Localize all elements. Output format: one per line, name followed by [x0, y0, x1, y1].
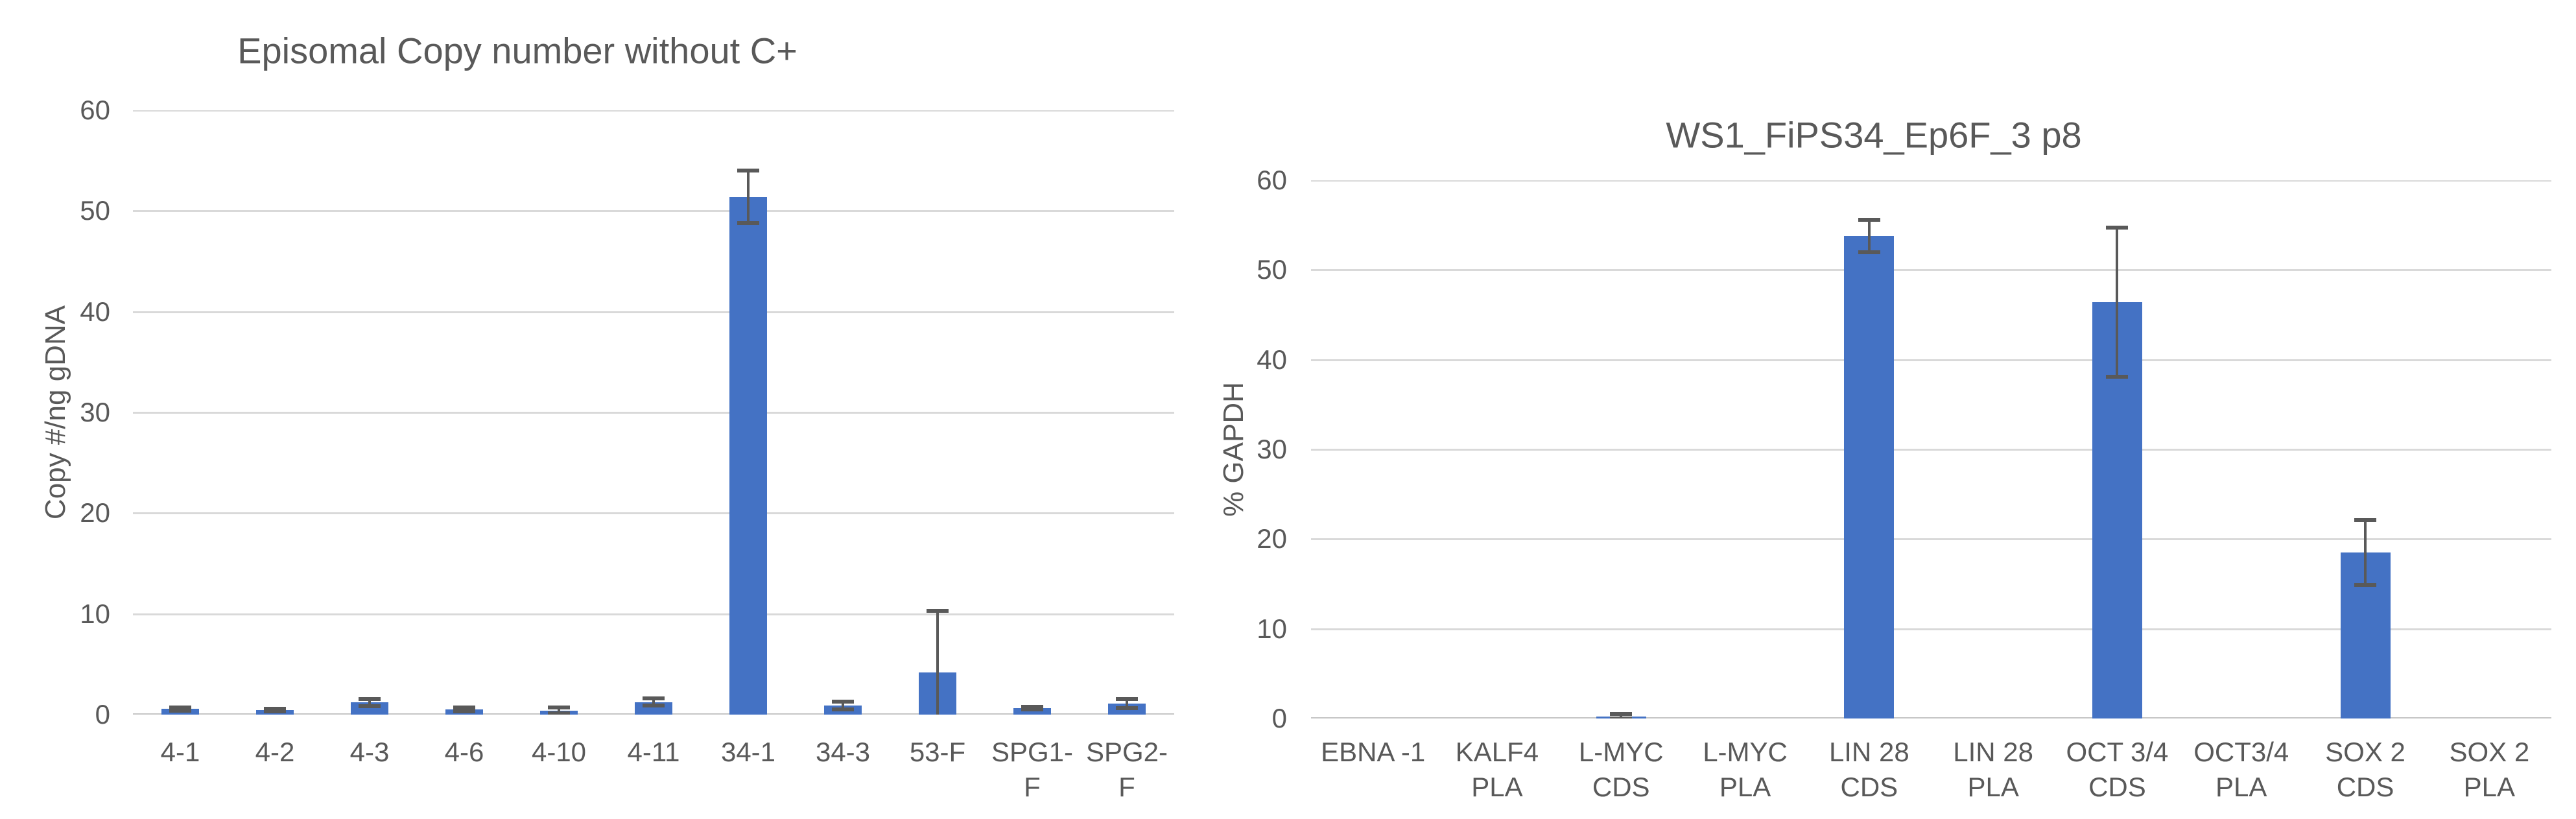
error-bar-line [1867, 219, 1871, 252]
gridline [1311, 359, 2551, 361]
x-category-label: SPG2-F [1085, 737, 1168, 802]
error-bar-cap [453, 706, 475, 710]
error-bar-line [747, 171, 750, 223]
error-bar-cap [737, 220, 759, 225]
error-bar-line [1126, 698, 1128, 708]
x-category-label: 4-1 [160, 737, 200, 767]
error-bar-cap [548, 706, 570, 710]
y-tick-label: 50 [1257, 254, 1287, 285]
error-bar-line [2364, 520, 2367, 585]
error-bar-cap [643, 696, 665, 701]
error-bar-cap [927, 609, 949, 613]
x-category-label: 34-1 [720, 737, 776, 767]
y-tick-label: 30 [1257, 434, 1287, 464]
error-bar-cap [832, 699, 854, 704]
x-category-label: OCT 3/4 CDS [2066, 737, 2169, 802]
y-tick-label: 20 [1257, 523, 1287, 554]
x-category-label: 4-10 [531, 737, 587, 767]
error-bar-cap [169, 708, 191, 713]
error-bar-cap [1021, 705, 1043, 709]
error-bar-cap [264, 707, 286, 711]
x-category-label: 4-3 [349, 737, 390, 767]
x-category-label: L-MYC PLA [1703, 737, 1788, 802]
x-category-label: SOX 2 PLA [2449, 737, 2530, 802]
y-tick-label: 60 [1257, 165, 1287, 195]
gridline [1311, 269, 2551, 272]
error-bar-line [558, 707, 560, 714]
y-tick-label: 20 [80, 497, 110, 528]
error-bar-cap [1116, 696, 1138, 701]
error-bar-cap [1858, 217, 1880, 222]
x-category-label: 34-3 [815, 737, 871, 767]
error-bar-line [652, 698, 655, 706]
gridline [1311, 628, 2551, 630]
error-bar-cap [2354, 582, 2377, 587]
plot-area [133, 110, 1174, 715]
gridline [133, 512, 1174, 515]
error-bar-cap [359, 696, 381, 701]
chart-title: WS1_FiPS34_Ep6F_3 p8 [1666, 114, 2082, 156]
x-category-label: L-MYC CDS [1578, 737, 1664, 802]
error-bar-line [463, 707, 466, 712]
error-bar-cap [643, 704, 665, 708]
error-bar-cap [1610, 712, 1633, 717]
x-category-label: 4-6 [444, 737, 484, 767]
y-tick-label: 50 [80, 195, 110, 226]
x-category-label: LIN 28 CDS [1828, 737, 1909, 802]
error-bar-cap [832, 707, 854, 712]
x-category-label: EBNA -1 [1321, 737, 1426, 767]
gridline [1311, 449, 2551, 451]
x-category-label: KALF4 PLA [1455, 737, 1539, 802]
bar [1844, 235, 1895, 718]
y-tick-label: 0 [1271, 703, 1287, 733]
error-bar-cap [1610, 717, 1633, 718]
plot-area [1311, 180, 2551, 718]
error-bar-line [2116, 228, 2119, 377]
y-tick-label: 40 [80, 296, 110, 327]
y-tick-label: 0 [95, 699, 110, 730]
gridline [133, 412, 1174, 414]
bar [1013, 707, 1051, 715]
error-bar-cap [359, 704, 381, 708]
x-axis-line [1311, 717, 2551, 718]
chart-title: Episomal Copy number without C+ [237, 30, 798, 71]
error-bar-cap [1116, 706, 1138, 710]
error-bar-line [936, 611, 939, 715]
x-category-label: OCT3/4 PLA [2193, 737, 2289, 802]
y-tick-label: 10 [1257, 613, 1287, 644]
error-bar-cap [2106, 374, 2129, 379]
y-tick-label: 10 [80, 598, 110, 629]
x-category-label: SPG1-F [991, 737, 1074, 802]
y-tick-label: 30 [80, 397, 110, 427]
error-bar-cap [1858, 250, 1880, 254]
x-category-label: SOX 2 CDS [2325, 737, 2405, 802]
error-bar-line [842, 701, 844, 710]
error-bar-cap [737, 169, 759, 173]
error-bar-line [368, 698, 371, 706]
x-category-label: 4-11 [627, 737, 680, 767]
gridline [1311, 180, 2551, 182]
x-category-label: LIN 28 PLA [1953, 737, 2034, 802]
y-tick-label: 40 [1257, 344, 1287, 375]
x-category-label: 4-2 [255, 737, 295, 767]
y-tick-label: 60 [80, 95, 110, 125]
error-bar-cap [2354, 518, 2377, 523]
x-category-label: 53-F [909, 737, 966, 767]
bar [729, 196, 767, 715]
error-bar-cap [169, 706, 191, 710]
gridline [133, 210, 1174, 213]
error-bar-cap [1021, 707, 1043, 711]
gridline [1311, 538, 2551, 541]
gridline [133, 110, 1174, 112]
error-bar-line [1620, 714, 1623, 718]
error-bar-cap [548, 711, 570, 715]
error-bar-cap [2106, 226, 2129, 230]
gridline [133, 613, 1174, 615]
gridline [133, 311, 1174, 313]
error-bar-cap [264, 709, 286, 713]
error-bar-cap [453, 709, 475, 714]
